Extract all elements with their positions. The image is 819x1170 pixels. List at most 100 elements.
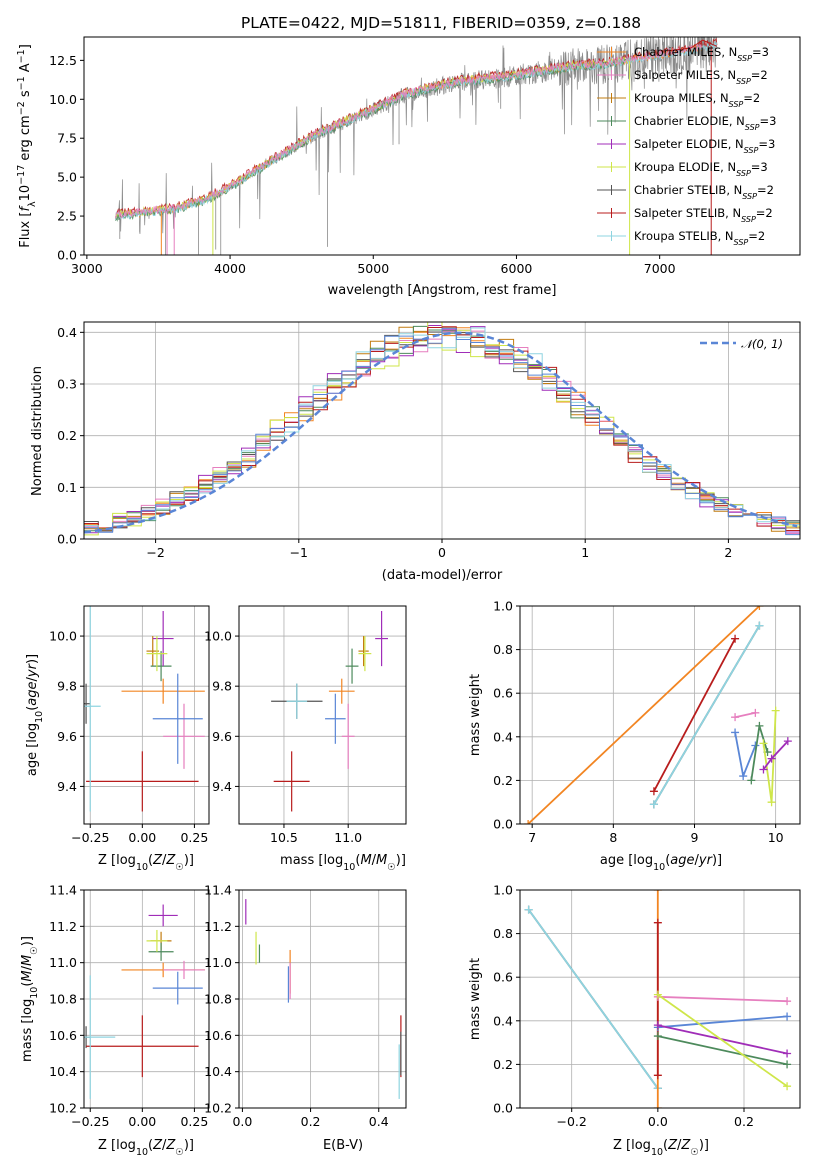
label-part: log [116,1138,136,1153]
y-tick-label: 9.8 [212,679,232,694]
y-tick-label: 11.4 [49,883,77,898]
label-part: ☉ [690,1147,699,1158]
legend-text: Salpeter ELODIE, N [634,137,744,151]
label-part: ( [148,853,153,868]
x-tick-label: 0.4 [369,1114,389,1129]
weight-marker [783,737,792,746]
plot-area [524,890,792,1108]
y-tick-label: 0.6 [493,970,513,985]
y-tick-label: 9.4 [57,779,77,794]
label-part: erg cm [18,115,33,164]
legend-entry: Salpeter MILES, NSSP=2 [634,68,768,86]
y-tick-label: 0.0 [57,248,77,263]
label-part: log [631,1138,651,1153]
x-tick-label: 4000 [214,261,246,276]
x-tick-label: 8 [609,830,617,845]
y-tick-label: 10.8 [204,992,232,1007]
y-tick-label: 0.1 [57,480,77,495]
label-part: Z [667,1138,678,1153]
legend-suffix: =3 [752,45,769,59]
y-tick-label: 0.6 [493,686,513,701]
label-part: )] [396,853,406,868]
label-part: Flux [ [18,212,33,248]
weight-marker [653,990,662,999]
weight-marker [783,1012,792,1021]
label-part: )] [20,936,35,946]
panel-mass_vs_Z: −0.25 0.00 0.25 10.2 10.4 10.6 10.8 11.0 11.2 11.… [20,883,210,1158]
axes-frame [519,889,801,1109]
legend-sub: SSP [745,123,760,132]
legend-suffix: =2 [748,229,765,243]
label-part: s [18,90,33,101]
x-tick-label: 0.00 [128,1114,156,1129]
residual-histogram [84,327,800,536]
y-tick-label: 0.8 [493,926,513,941]
x-tick-label: 2 [724,545,732,560]
legend-entry: Salpeter STELIB, NSSP=2 [634,206,773,224]
panel-age_vs_Z: −0.25 0.00 0.259.49.69.810.0Z [log10(Z/Z☉)… [25,605,210,873]
plot-area [84,606,205,812]
y-tick-label: 0.4 [493,729,513,744]
weight-marker [783,1082,792,1091]
label-part: age [670,853,694,868]
weight-marker [653,1021,662,1030]
label-part: f [18,205,33,212]
x-tick-label: 6000 [501,261,533,276]
label-part: )] [184,853,194,868]
y-tick-label: 11.2 [204,919,232,934]
label-part: λ [27,201,38,207]
axes-frame [519,605,801,825]
label-part: −17 [16,165,27,185]
label-part: Z [ [98,1138,116,1153]
label-part: ☉ [175,1147,184,1158]
legend-suffix: =2 [751,68,768,82]
panel-spectrum: 3000 4000 5000 6000 7000 0.0 2.5 5.0 7.5 10.0 12.5… [16,36,801,298]
legend-text: Kroupa STELIB, N [634,229,734,243]
plot-area [271,611,389,812]
weight-marker [759,765,768,774]
label-part: )] [712,853,722,868]
legend-entry: Chabrier MILES, NSSP=3 [634,45,769,63]
label-part: )] [699,1138,709,1153]
legend-suffix: =3 [758,137,775,151]
y-tick-label: 12.5 [49,53,77,68]
panel-residuals: −2 −1 0 1 2 0.0 0.1 0.2 0.3 0.4 𝒩(0, 1) (data-model… [30,321,801,583]
y-axis-label: mass [log10(M/M☉)] [20,936,40,1062]
legend-normal-label: 𝒩(0, 1) [741,337,783,351]
x-tick-label: −1 [290,545,308,560]
y-tick-label: 0.2 [493,773,513,788]
label-part: ( [25,706,40,711]
y-tick-label: 10.6 [204,1028,232,1043]
x-tick-label: 7 [528,830,536,845]
weight-marker [653,1071,662,1080]
x-tick-label: −0.25 [71,1114,109,1129]
legend-suffix: =2 [757,183,774,197]
label-part: log [323,853,343,868]
x-tick-label: 0.25 [180,830,208,845]
x-tick-label: 7000 [644,261,676,276]
weight-marker [767,798,776,807]
label-part: M [20,955,35,966]
x-axis-label: (data-model)/error [382,568,503,583]
legend-entry: Chabrier STELIB, NSSP=2 [634,183,774,201]
legend-text: Kroupa ELODIE, N [634,160,736,174]
label-part: 10 [34,711,45,723]
y-tick-label: 1.0 [493,599,513,614]
y-tick-label: 11.2 [49,919,77,934]
axes-frame [238,889,407,1109]
figure-title: PLATE=0422, MJD=51811, FIBERID=0359, z=0… [241,14,641,32]
y-tick-label: 9.4 [212,779,232,794]
weight-marker [653,1104,662,1108]
label-part: Z [152,1138,163,1153]
weight-line [653,638,736,792]
label-part: ( [665,853,670,868]
x-tick-label: 0.2 [734,1114,754,1129]
label-part: / [162,853,167,868]
weight-marker [755,721,764,730]
plot-area [245,899,402,1099]
x-tick-label: 5000 [357,261,389,276]
x-tick-label: 0 [438,545,446,560]
legend-sub: SSP [736,77,751,86]
